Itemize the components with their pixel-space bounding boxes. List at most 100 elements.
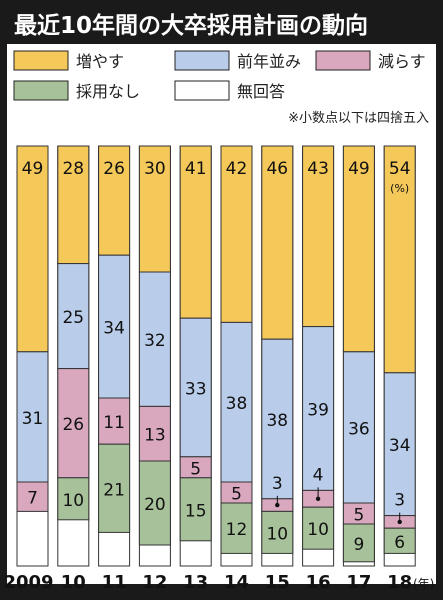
value-label: 10 — [62, 491, 84, 511]
bar-segment-減らす — [98, 397, 131, 445]
value-label: 28 — [62, 159, 84, 179]
value-label: 4 — [313, 465, 324, 485]
x-axis-labels: 2009 10 11 12 13 14 15 16 17 18 (年) — [3, 572, 434, 593]
value-label: 3 — [394, 491, 405, 511]
value-label: 38 — [266, 411, 288, 431]
legend-swatch — [174, 50, 230, 71]
x-unit-label: (年) — [413, 577, 434, 591]
bar-segment-前年並み — [383, 372, 416, 517]
bar-segment-増やす — [138, 145, 171, 273]
value-label: 54 — [389, 159, 411, 179]
bars: 4931728252610263411213032132041335154238… — [16, 145, 416, 567]
legend-label: 減らす — [378, 52, 426, 71]
value-callout-dot — [315, 496, 321, 501]
value-label: 6 — [394, 533, 405, 553]
legend-label: 増やす — [76, 52, 124, 71]
bar-segment-採用なし — [302, 506, 335, 550]
unit-label: (%) — [390, 182, 409, 195]
value-label: 10 — [307, 520, 329, 540]
value-label: 5 — [353, 506, 364, 526]
bar-segment-採用なし — [220, 502, 253, 554]
value-label: 38 — [226, 394, 248, 414]
value-label: 32 — [144, 331, 166, 351]
legend-label: 採用なし — [76, 82, 140, 101]
value-label: 39 — [307, 401, 329, 421]
bar-segment-増やす — [220, 145, 253, 323]
legend-item: 無回答 — [174, 80, 285, 101]
bar-segment-増やす — [179, 145, 212, 319]
value-label: 46 — [266, 159, 288, 179]
x-tick-label: 16 — [306, 572, 331, 593]
value-label: 10 — [266, 524, 288, 544]
bar-segment-採用なし — [138, 460, 171, 546]
x-tick-label: 14 — [224, 572, 249, 593]
bar-segment-前年並み — [342, 351, 375, 504]
value-label: 31 — [22, 409, 44, 429]
value-label: 25 — [62, 308, 84, 328]
legend-swatch — [174, 80, 230, 101]
rounding-note: ※小数点以下は四捨五入 — [288, 110, 429, 126]
value-label: 5 — [231, 485, 242, 505]
x-tick-label: 10 — [61, 572, 86, 593]
x-tick-label: 17 — [346, 572, 371, 593]
value-label: 26 — [62, 415, 84, 435]
x-tick-label: 13 — [183, 572, 208, 593]
bar-segment-増やす — [98, 145, 131, 256]
bar-segment-減らす — [16, 481, 49, 512]
bar-segment-増やす — [57, 145, 90, 265]
legend-swatch — [13, 50, 69, 71]
legend-item: 減らす — [315, 50, 426, 71]
value-label: 11 — [103, 413, 125, 433]
legend-swatch — [315, 50, 371, 71]
legend-item: 前年並み — [174, 50, 301, 71]
value-label: 20 — [144, 495, 166, 515]
value-label: 49 — [348, 159, 370, 179]
bar-segment-増やす — [342, 145, 375, 353]
value-label: 42 — [226, 159, 248, 179]
value-label: 13 — [144, 426, 166, 446]
bar-segment-前年並み — [16, 351, 49, 483]
bar-segment-採用なし — [98, 443, 131, 533]
bar-segment-採用なし — [57, 477, 90, 521]
legend-swatch — [13, 80, 69, 101]
bar-segment-増やす — [383, 145, 416, 374]
bar-segment-前年並み — [138, 271, 171, 407]
value-label: 7 — [27, 489, 38, 509]
bar-segment-前年並み — [98, 254, 131, 399]
x-tick-label: 2009 — [3, 572, 53, 593]
value-label: 49 — [22, 159, 44, 179]
bar-segment-採用なし — [261, 510, 294, 554]
bar-segment-前年並み — [261, 338, 294, 500]
value-label: 5 — [190, 459, 201, 479]
x-tick-label: 11 — [102, 572, 127, 593]
legend-item: 採用なし — [13, 80, 140, 101]
value-callout-dot — [397, 519, 402, 525]
x-tick-label: 18 — [387, 572, 412, 593]
value-label: 34 — [103, 319, 125, 339]
value-label: 33 — [185, 380, 207, 400]
x-tick-label: 15 — [265, 572, 290, 593]
value-label: 36 — [348, 419, 370, 439]
legend-item: 増やす — [13, 50, 124, 71]
value-label: 9 — [353, 535, 364, 555]
bar-segment-採用なし — [383, 527, 416, 554]
value-label: 41 — [185, 159, 207, 179]
value-callout-dot — [275, 502, 280, 508]
legend-label: 無回答 — [237, 82, 285, 101]
bar-segment-採用なし — [342, 523, 375, 563]
value-label: 3 — [272, 474, 283, 494]
chart-title: 最近10年間の大卒採用計画の動向 — [14, 12, 368, 39]
value-label: 15 — [185, 501, 207, 521]
value-label: 30 — [144, 159, 166, 179]
legend-label: 前年並み — [237, 52, 301, 71]
value-label: 21 — [103, 480, 125, 500]
bar-segment-減らす — [57, 368, 90, 479]
value-label: 34 — [389, 436, 411, 456]
bar-segment-採用なし — [179, 477, 212, 542]
x-tick-label: 12 — [142, 572, 167, 593]
bar-segment-前年並み — [179, 317, 212, 458]
value-label: 12 — [226, 520, 248, 540]
